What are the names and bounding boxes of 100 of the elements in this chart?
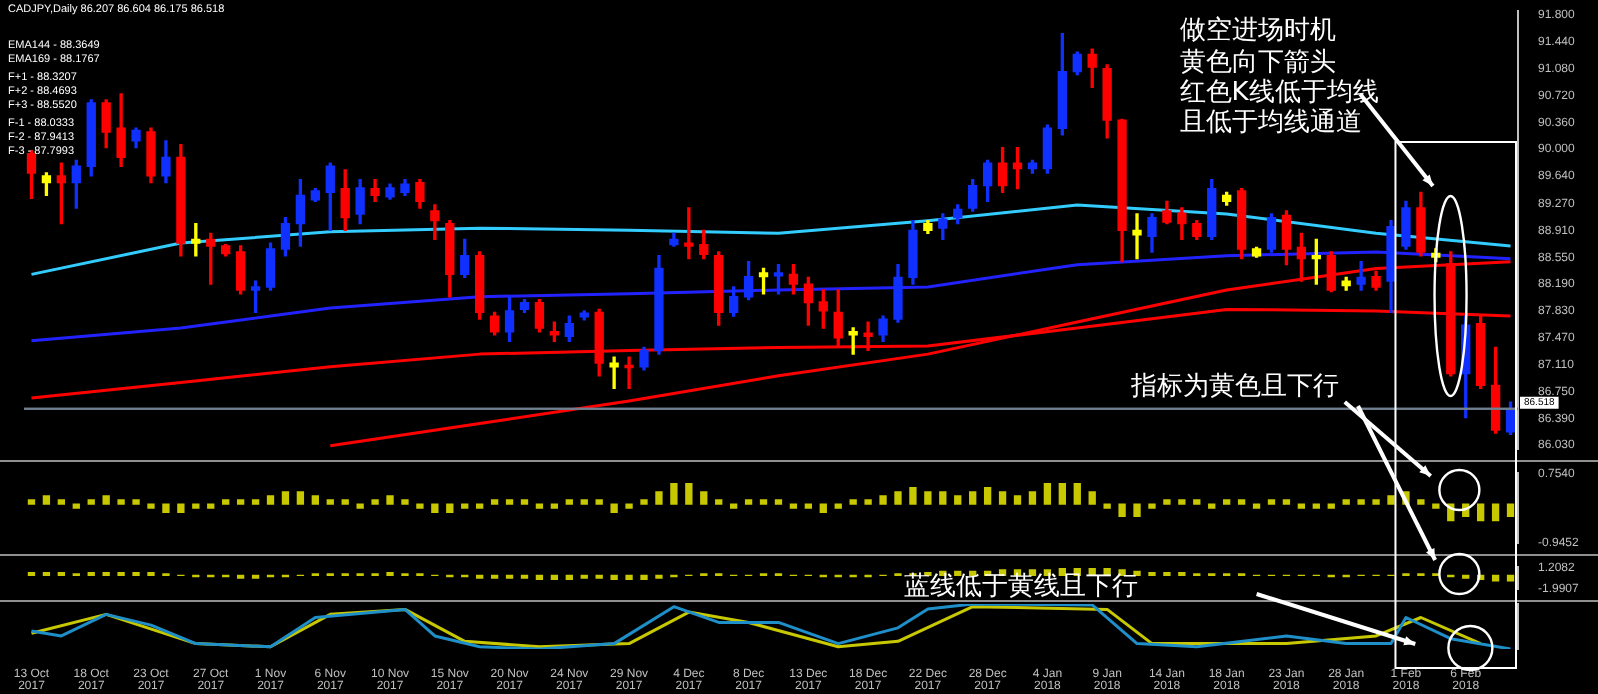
bar: [266, 495, 275, 505]
bar: [1252, 503, 1261, 509]
bar: [1357, 499, 1365, 505]
bar: [431, 503, 439, 513]
bar: [1312, 503, 1320, 509]
bar: [341, 499, 349, 505]
bar: [236, 499, 245, 505]
bar: [1133, 503, 1141, 518]
bar: [849, 499, 857, 505]
bar: [416, 503, 424, 509]
bar: [1193, 499, 1201, 505]
bar: [1148, 503, 1156, 509]
bar: [401, 499, 409, 505]
candlestick: [1356, 261, 1366, 291]
bar: [1103, 503, 1111, 509]
bar: [446, 503, 454, 513]
bar: [670, 482, 678, 505]
bar: [983, 487, 992, 505]
bar: [207, 503, 215, 509]
bar: [177, 503, 185, 513]
bar: [998, 491, 1007, 505]
bar: [1043, 482, 1052, 505]
bar: [1073, 482, 1081, 505]
bar: [655, 491, 663, 505]
bar: [939, 491, 947, 505]
bar: [147, 503, 155, 509]
bar: [57, 499, 66, 505]
bar: [759, 499, 768, 505]
bar: [251, 499, 260, 505]
bar: [819, 503, 827, 513]
bar: [774, 499, 783, 505]
bar: [625, 503, 633, 509]
bar: [700, 491, 708, 505]
bar: [595, 499, 603, 505]
bar: [1327, 503, 1335, 509]
bar: [87, 499, 95, 505]
annotation: 且低于均线通道: [1179, 108, 1362, 139]
annotation: 黄色向下箭头: [1179, 48, 1336, 78]
bar: [1372, 499, 1380, 505]
bar: [1267, 499, 1276, 505]
bar: [879, 495, 887, 505]
bar: [42, 495, 51, 505]
bar: [371, 499, 379, 505]
bar: [1417, 499, 1425, 505]
bar: [1297, 503, 1306, 509]
bar: [1282, 499, 1291, 505]
bar: [1432, 503, 1440, 509]
bar: [72, 503, 80, 509]
bar: [461, 503, 469, 509]
bar: [550, 503, 559, 509]
candlestick: [863, 321, 873, 352]
bar: [1491, 503, 1500, 522]
bar: [117, 499, 125, 505]
bar: [580, 499, 588, 505]
bar: [789, 503, 798, 509]
bar: [192, 503, 200, 509]
bar: [1223, 499, 1231, 505]
annotation: 蓝线低于黄线且下行: [904, 572, 1139, 603]
bar: [1208, 503, 1216, 509]
bar: [1506, 503, 1515, 518]
bar: [565, 499, 573, 505]
bar: [102, 495, 110, 505]
bar: [744, 499, 753, 505]
annotation: 做空进场时机: [1179, 16, 1336, 47]
bar: [1058, 482, 1066, 505]
bar: [311, 495, 319, 505]
annotation: 指标为黄色且下行: [1131, 372, 1340, 403]
bar: [924, 491, 932, 505]
bar: [729, 503, 738, 509]
bar: [640, 499, 648, 505]
bar: [1237, 499, 1246, 505]
candlestick: [1132, 213, 1142, 260]
bar: [1476, 503, 1485, 522]
bar: [132, 499, 140, 505]
bar: [1028, 491, 1037, 505]
bar: [864, 499, 872, 505]
bar: [834, 503, 842, 509]
candlestick: [609, 356, 619, 390]
bar: [715, 499, 723, 505]
bar: [804, 503, 813, 509]
bar: [356, 503, 364, 509]
bar: [969, 491, 977, 505]
bar: [1088, 491, 1096, 505]
bar: [222, 499, 230, 505]
bar: [386, 495, 394, 505]
annotation: 红色K线低于均线: [1179, 78, 1379, 108]
bar: [476, 503, 484, 509]
bar: [505, 499, 514, 505]
bar: [1342, 499, 1350, 505]
bar: [1178, 499, 1186, 505]
bar: [1118, 503, 1126, 518]
bar: [894, 491, 902, 505]
bar: [520, 499, 529, 505]
bar: [281, 491, 290, 505]
bar: [326, 499, 334, 505]
bar: [954, 495, 962, 505]
bar: [490, 499, 499, 505]
bar: [27, 499, 36, 505]
bar: [909, 487, 917, 505]
bar: [162, 503, 170, 513]
